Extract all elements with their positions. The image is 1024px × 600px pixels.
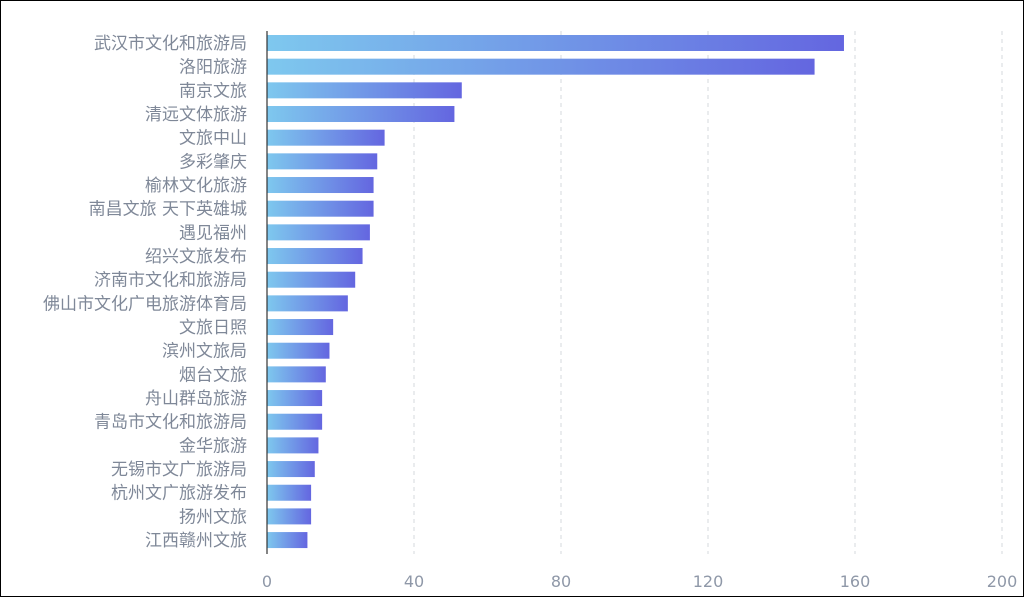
category-label: 佛山市文化广电旅游体育局 xyxy=(43,294,247,314)
bar xyxy=(267,224,370,241)
x-tick-label: 0 xyxy=(262,572,272,591)
bar xyxy=(267,342,330,359)
bar xyxy=(267,248,363,265)
bar xyxy=(267,508,312,525)
x-tick-label: 120 xyxy=(693,572,724,591)
bar xyxy=(267,461,315,478)
bar xyxy=(267,484,312,501)
category-label: 文旅中山 xyxy=(179,129,247,149)
category-label: 金华旅游 xyxy=(179,436,247,456)
category-label: 江西赣州文旅 xyxy=(145,531,247,551)
bar xyxy=(267,177,374,194)
category-label: 青岛市文化和旅游局 xyxy=(94,413,247,433)
category-label: 烟台文旅 xyxy=(179,365,247,385)
bar xyxy=(267,366,326,383)
category-label: 洛阳旅游 xyxy=(179,58,247,78)
bar xyxy=(267,200,374,217)
category-label: 多彩肇庆 xyxy=(179,152,247,172)
category-label: 文旅日照 xyxy=(179,318,247,338)
bar xyxy=(267,437,319,454)
bar xyxy=(267,58,815,75)
category-label: 滨州文旅局 xyxy=(162,342,247,362)
category-label: 舟山群岛旅游 xyxy=(145,389,247,409)
bar xyxy=(267,319,334,336)
category-label: 济南市文化和旅游局 xyxy=(94,271,247,291)
x-tick-label: 160 xyxy=(840,572,871,591)
x-axis-ticks: 0 40 80 120 160 200 xyxy=(262,572,1017,591)
category-label: 绍兴文旅发布 xyxy=(145,247,247,267)
bar xyxy=(267,106,455,123)
bar xyxy=(267,295,348,312)
bar xyxy=(267,82,462,99)
category-label: 榆林文化旅游 xyxy=(145,176,247,196)
bar xyxy=(267,532,308,549)
category-label: 杭州文广旅游发布 xyxy=(111,484,247,504)
category-labels: 武汉市文化和旅游局洛阳旅游南京文旅清远文体旅游文旅中山多彩肇庆榆林文化旅游南昌文… xyxy=(43,34,247,551)
bar xyxy=(267,413,323,430)
x-tick-label: 200 xyxy=(987,572,1018,591)
category-label: 无锡市文广旅游局 xyxy=(111,460,247,480)
bar xyxy=(267,390,323,407)
category-label: 南昌文旅 天下英雄城 xyxy=(89,200,247,220)
bar xyxy=(267,35,844,51)
category-label: 南京文旅 xyxy=(179,81,247,101)
grid-lines xyxy=(413,31,1003,554)
x-tick-label: 80 xyxy=(551,572,571,591)
category-label: 武汉市文化和旅游局 xyxy=(94,34,247,54)
category-label: 遇见福州 xyxy=(179,223,247,243)
bar xyxy=(267,129,385,146)
category-label: 扬州文旅 xyxy=(179,507,247,527)
x-tick-label: 40 xyxy=(404,572,424,591)
bars xyxy=(267,35,844,549)
category-label: 清远文体旅游 xyxy=(145,105,247,125)
bar xyxy=(267,153,378,170)
bar xyxy=(267,271,356,288)
